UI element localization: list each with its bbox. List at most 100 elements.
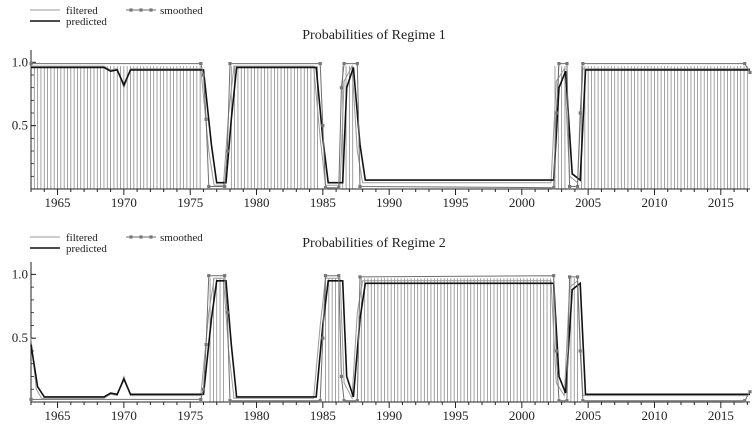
legend-marker-smoothed — [139, 8, 143, 12]
regime-bar-block — [30, 66, 201, 189]
smoothed-point — [321, 124, 325, 128]
smoothed-point — [29, 62, 33, 66]
x-tick-label: 2005 — [575, 195, 601, 210]
series-line-filtered — [31, 64, 750, 186]
legend-marker-smoothed — [129, 8, 133, 12]
chart-panel-1: 1965 1970 1975 1980 1985 1990 1995 2000 2005 2010… — [12, 5, 752, 210]
smoothed-point — [567, 275, 572, 279]
x-tick-label: 1995 — [443, 408, 469, 423]
smoothed-point — [578, 111, 582, 115]
series-line-predicted — [31, 66, 750, 184]
x-tick-label: 1985 — [310, 408, 336, 423]
smoothed-point — [565, 62, 569, 66]
chart-panel-2: 1965 1970 1975 1980 1985 1990 1995 2000 2005 2010… — [12, 232, 752, 423]
legend-marker-smoothed — [139, 235, 143, 239]
smoothed-point — [223, 184, 227, 189]
smoothed-point — [565, 399, 569, 403]
smoothed-point — [358, 184, 362, 189]
smoothed-point — [228, 399, 232, 403]
x-tick-label: 2000 — [509, 195, 535, 210]
smoothed-point — [318, 399, 322, 403]
regime-bar-block — [230, 66, 318, 189]
legend-marker-smoothed — [149, 235, 153, 239]
smoothed-point — [743, 62, 747, 66]
x-tick-label: 1965 — [45, 195, 71, 210]
x-tick-label: 1995 — [443, 195, 469, 210]
smoothed-point — [557, 399, 561, 403]
smoothed-point — [575, 275, 580, 279]
smoothed-point — [355, 62, 359, 66]
smoothed-point — [342, 62, 346, 66]
smoothed-point — [207, 274, 211, 278]
smoothed-point — [207, 184, 211, 189]
smoothed-point — [355, 399, 359, 403]
chart-title: Probabilities of Regime 1 — [302, 28, 445, 43]
x-tick-label: 1970 — [111, 195, 137, 210]
chart-title: Probabilities of Regime 2 — [302, 236, 445, 251]
regime-bar-block — [209, 278, 224, 402]
y-tick-label: 0.5 — [12, 330, 28, 345]
x-tick-label: 1980 — [244, 408, 270, 423]
smoothed-point — [199, 397, 203, 402]
smoothed-point — [339, 86, 344, 90]
smoothed-point — [581, 62, 585, 66]
x-tick-label: 1990 — [376, 195, 402, 210]
smoothed-point — [223, 274, 227, 278]
smoothed-point — [29, 397, 33, 402]
x-tick-label: 2005 — [575, 408, 601, 423]
x-tick-label: 2015 — [708, 408, 734, 423]
smoothed-point — [748, 390, 752, 394]
smoothed-point — [743, 399, 747, 403]
x-tick-label: 1980 — [244, 195, 270, 210]
chart-legend: filtered smoothed predicted — [30, 5, 203, 28]
smoothed-point — [339, 374, 344, 379]
smoothed-point — [554, 349, 558, 353]
smoothed-point — [321, 336, 325, 340]
x-tick-label: 2010 — [641, 408, 667, 423]
series-line-smoothed — [31, 63, 751, 189]
smoothed-point — [204, 342, 208, 347]
legend-marker-smoothed — [149, 8, 153, 12]
regime-bar-block — [360, 278, 555, 402]
smoothed-point — [567, 184, 572, 189]
x-tick-label: 1975 — [177, 195, 203, 210]
smoothed-point — [225, 149, 229, 153]
legend-label-predicted: predicted — [66, 16, 107, 28]
smoothed-point — [748, 70, 752, 75]
smoothed-point — [337, 274, 341, 278]
regime-bar-block — [325, 278, 340, 402]
smoothed-point — [358, 275, 362, 279]
legend-label-filtered: filtered — [66, 5, 98, 17]
x-tick-label: 1965 — [45, 408, 71, 423]
regime-bar-block — [581, 66, 748, 189]
series-line-smoothed — [31, 275, 751, 402]
legend-label-smoothed: smoothed — [160, 5, 203, 17]
y-tick-label: 1.0 — [12, 266, 28, 281]
x-tick-label: 2000 — [509, 408, 535, 423]
legend-marker-smoothed — [129, 235, 133, 239]
x-tick-label: 1990 — [376, 408, 402, 423]
smoothed-point — [578, 349, 582, 353]
y-tick-label: 0.5 — [12, 118, 28, 133]
smoothed-point — [552, 274, 556, 278]
x-tick-label: 2015 — [708, 195, 734, 210]
smoothed-point — [228, 62, 232, 66]
series-line-filtered — [30, 277, 751, 401]
smoothed-point — [337, 186, 341, 190]
series-line-predicted — [30, 280, 750, 398]
x-tick-label: 1975 — [177, 408, 203, 423]
smoothed-point — [225, 311, 229, 315]
smoothed-point — [342, 399, 346, 403]
smoothed-point — [557, 62, 561, 66]
legend-label-smoothed: smoothed — [160, 232, 203, 244]
smoothed-point — [201, 387, 206, 391]
smoothed-point — [204, 117, 208, 121]
smoothed-point — [575, 184, 580, 189]
x-tick-label: 1970 — [111, 408, 137, 423]
smoothed-point — [554, 111, 558, 115]
legend-label-predicted: predicted — [66, 243, 107, 255]
smoothed-point — [318, 62, 322, 66]
y-tick-label: 1.0 — [12, 54, 28, 69]
